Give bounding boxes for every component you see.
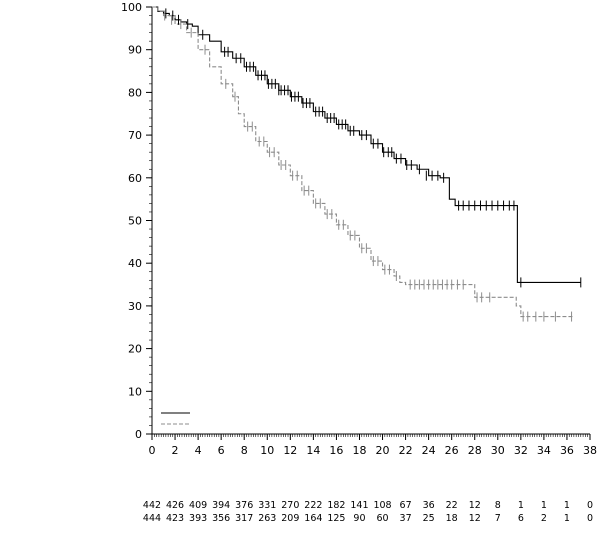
x-tick-label: 12 — [283, 444, 297, 457]
axes: 0 2 4 6 8 10 12 14 16 18 20 22 24 26 28 30 32 34 36 3801020… — [121, 1, 597, 457]
censor-marks — [164, 8, 582, 322]
risk-row-1-value: 12 — [469, 500, 481, 511]
y-tick-label: 0 — [135, 428, 142, 441]
y-tick-label: 80 — [128, 86, 142, 99]
x-tick-label: 32 — [514, 444, 528, 457]
series-2-curve — [152, 6, 573, 318]
risk-row-1-value: 182 — [327, 500, 345, 511]
x-tick-label: 34 — [537, 444, 551, 457]
x-tick-label: 26 — [445, 444, 459, 457]
risk-row-2-value: 125 — [327, 513, 345, 524]
risk-row-2-value: 12 — [469, 513, 481, 524]
x-tick-label: 18 — [352, 444, 366, 457]
risk-row-2-value: 423 — [166, 513, 184, 524]
x-tick-label: 6 — [218, 444, 225, 457]
risk-row-2-value: 7 — [495, 513, 501, 524]
y-tick-label: 50 — [128, 215, 142, 228]
risk-row-1-value: 1 — [541, 500, 547, 511]
risk-row-2-value: 209 — [281, 513, 299, 524]
x-tick-label: 0 — [149, 444, 156, 457]
y-tick-label: 40 — [128, 257, 142, 270]
x-tick-label: 28 — [468, 444, 482, 457]
risk-row-2-value: 6 — [518, 513, 524, 524]
y-tick-label: 20 — [128, 343, 142, 356]
x-tick-label: 24 — [422, 444, 436, 457]
x-tick-label: 4 — [195, 444, 202, 457]
risk-row-2-value: 263 — [258, 513, 276, 524]
y-tick-label: 60 — [128, 172, 142, 185]
x-tick-label: 8 — [241, 444, 248, 457]
risk-row-2-value: 356 — [212, 513, 230, 524]
risk-row-2-value: 444 — [143, 513, 161, 524]
risk-row-1-value: 8 — [495, 500, 501, 511]
x-tick-label: 38 — [583, 444, 597, 457]
risk-row-1-value: 442 — [143, 500, 161, 511]
risk-row-2-value: 317 — [235, 513, 253, 524]
risk-row-1-value: 22 — [446, 500, 458, 511]
risk-row-1-value: 1 — [564, 500, 570, 511]
risk-row-1-value: 0 — [587, 500, 593, 511]
risk-row-1-value: 1 — [518, 500, 524, 511]
risk-row-2-value: 2 — [541, 513, 547, 524]
risk-row-2-value: 18 — [446, 513, 458, 524]
risk-row-2-value: 164 — [304, 513, 322, 524]
x-tick-label: 2 — [172, 444, 179, 457]
risk-row-1-value: 108 — [373, 500, 391, 511]
risk-row-2-value: 25 — [423, 513, 435, 524]
x-tick-label: 14 — [306, 444, 320, 457]
number-at-risk-table: 442 426 409 394 376 331 270 222 182 141 108 67 36 22 1… — [143, 500, 593, 524]
risk-row-2-value: 1 — [564, 513, 570, 524]
risk-row-2-value: 60 — [376, 513, 388, 524]
risk-row-2-value: 0 — [587, 513, 593, 524]
y-tick-label: 30 — [128, 300, 142, 313]
risk-row-1-value: 222 — [304, 500, 322, 511]
x-tick-label: 16 — [329, 444, 343, 457]
y-tick-label: 90 — [128, 44, 142, 57]
risk-row-2-value: 37 — [400, 513, 412, 524]
risk-row-1-value: 36 — [423, 500, 435, 511]
risk-row-1-value: 394 — [212, 500, 230, 511]
y-tick-label: 100 — [121, 1, 142, 14]
x-tick-label: 10 — [260, 444, 274, 457]
risk-row-1-value: 331 — [258, 500, 276, 511]
risk-row-1-value: 141 — [350, 500, 368, 511]
legend — [161, 412, 190, 425]
survival-curves — [152, 6, 581, 318]
risk-row-2-value: 393 — [189, 513, 207, 524]
x-tick-label: 20 — [376, 444, 390, 457]
risk-row-1-value: 426 — [166, 500, 184, 511]
y-tick-label: 10 — [128, 385, 142, 398]
x-tick-label: 22 — [399, 444, 413, 457]
risk-row-2-value: 90 — [353, 513, 365, 524]
risk-row-1-value: 67 — [400, 500, 412, 511]
x-tick-label: 30 — [491, 444, 505, 457]
series-1-curve — [152, 6, 581, 283]
risk-row-1-value: 376 — [235, 500, 253, 511]
x-tick-label: 36 — [560, 444, 574, 457]
y-tick-label: 70 — [128, 129, 142, 142]
risk-row-1-value: 270 — [281, 500, 299, 511]
risk-row-1-value: 409 — [189, 500, 207, 511]
